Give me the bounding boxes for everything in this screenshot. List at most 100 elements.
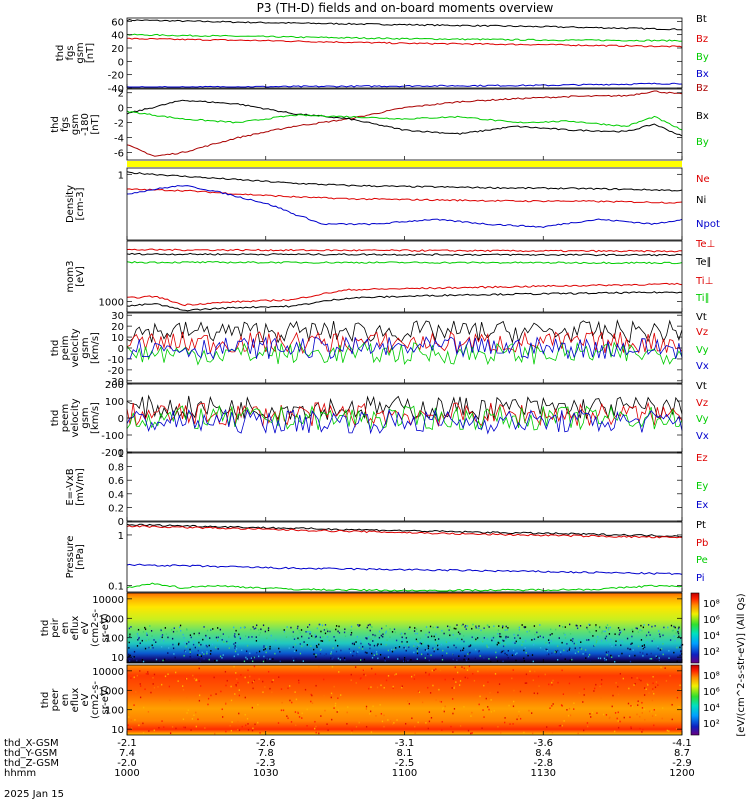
spectrogram-pixel [570, 656, 573, 659]
xaxis-value: 8.7 [674, 748, 690, 759]
spectrogram-pixel [641, 731, 643, 733]
spectrogram-pixel [149, 625, 151, 627]
spectrogram-pixel [131, 695, 133, 698]
spectrogram-pixel [163, 658, 166, 661]
spectrogram-pixel [309, 631, 312, 633]
spectrogram-pixel [460, 649, 462, 652]
spectrogram-pixel [670, 624, 673, 627]
spectrogram-pixel [246, 644, 249, 647]
spectrogram-pixel [524, 626, 527, 628]
spectrogram-pixel [405, 637, 407, 639]
spectrogram-pixel [604, 630, 607, 633]
spectrogram-pixel [651, 625, 653, 628]
spectrogram-pixel [664, 667, 666, 669]
spectrogram-pixel [301, 712, 303, 715]
spectrogram-pixel [440, 701, 443, 703]
spectrogram-pixel [369, 712, 371, 715]
spectrogram-pixel [398, 657, 400, 660]
spectrogram-pixel [512, 669, 514, 671]
spectrogram-pixel [434, 638, 437, 641]
xaxis-value: -3.1 [395, 738, 415, 749]
spectrogram-pixel [620, 644, 622, 647]
spectrogram-pixel [390, 648, 393, 651]
spectrogram-pixel [266, 637, 268, 640]
spectrogram-pixel [488, 626, 490, 628]
spectrogram-pixel [208, 658, 210, 661]
spectrogram-pixel [338, 631, 341, 634]
spectrogram-pixel [674, 626, 676, 629]
spectrogram-pixel [159, 638, 161, 641]
spectrogram-pixel [588, 623, 590, 626]
colorbar-upper [690, 592, 700, 664]
spectrogram-pixel [561, 641, 563, 644]
spectrogram-pixel [427, 727, 429, 730]
spectrogram-pixel [568, 623, 571, 626]
spectrogram-pixel [522, 641, 524, 643]
spectrogram-pixel [477, 650, 480, 653]
spectrogram-pixel [243, 660, 246, 663]
xaxis-value: -2.3 [256, 758, 276, 769]
spectrogram-pixel [607, 628, 610, 631]
spectrogram-pixel [185, 678, 187, 680]
spectrogram-pixel [238, 689, 240, 691]
spectrogram-pixel [193, 632, 195, 635]
spectrogram-pixel [407, 700, 409, 702]
spectrogram-pixel [214, 659, 216, 662]
spectrogram-pixel [245, 650, 248, 653]
spectrogram-pixel [338, 625, 340, 628]
spectrogram-pixel [396, 719, 398, 721]
spectrogram-pixel [483, 637, 485, 639]
ytick-label-fgs_hi: -2 [114, 119, 124, 130]
spectrogram-pixel [240, 674, 242, 676]
spectrogram-pixel [539, 624, 541, 626]
spectrogram-pixel [346, 711, 348, 714]
spectrogram-pixel [521, 624, 523, 626]
spectrogram-pixel [295, 698, 298, 701]
spectrogram-pixel [366, 626, 368, 629]
legend-fgs-Bt: Bt [696, 14, 707, 25]
quality-flag-bar [127, 161, 682, 167]
spectrogram-pixel [463, 706, 465, 708]
spectrogram-pixel [382, 633, 384, 636]
spectrogram-pixel [370, 731, 373, 733]
spectrogram-pixel [493, 635, 495, 638]
spectrogram-pixel [314, 727, 316, 730]
spectrogram-pixel [642, 652, 644, 654]
spectrogram-pixel [614, 633, 616, 635]
spectrogram-pixel [289, 699, 291, 702]
spectrogram-pixel [274, 652, 276, 655]
spectrogram-pixel [669, 674, 671, 677]
spectrogram-pixel [437, 648, 439, 651]
spectrogram-pixel [316, 627, 318, 630]
spectrogram-pixel [195, 679, 197, 682]
spectrogram-pixel [136, 659, 138, 662]
spectrogram-pixel [288, 647, 290, 649]
spectrogram-pixel [365, 705, 368, 708]
spectrogram-pixel [200, 655, 203, 658]
spectrogram-pixel [128, 627, 131, 630]
spectrogram-pixel [595, 625, 597, 628]
spectrogram-pixel [602, 713, 605, 716]
legend-pressure-Pi: Pi [696, 573, 705, 584]
spectrogram-pixel [488, 646, 490, 649]
spectrogram-pixel [504, 643, 506, 646]
spectrogram-pixel [264, 648, 266, 650]
spectrogram-pixel [324, 709, 326, 712]
spectrogram-pixel [569, 633, 572, 635]
spectrogram-pixel [643, 646, 646, 649]
spectrogram-pixel [605, 626, 608, 629]
ylabel-peir: eV [80, 621, 91, 634]
spectrogram-pixel [583, 694, 585, 696]
spectrogram-pixel [467, 677, 469, 680]
spectrogram-pixel [601, 631, 603, 634]
ytick-label-density: 1 [118, 170, 124, 181]
spectrogram-pixel [631, 628, 633, 631]
spectrogram-pixel [130, 677, 132, 679]
spectrogram-pixel [319, 649, 322, 651]
spectrogram-pixel [413, 645, 415, 647]
spectrogram-pixel [447, 646, 449, 649]
spectrogram-pixel [463, 635, 465, 637]
spectrogram-pixel [576, 624, 578, 627]
spectrogram-pixel [583, 729, 585, 732]
